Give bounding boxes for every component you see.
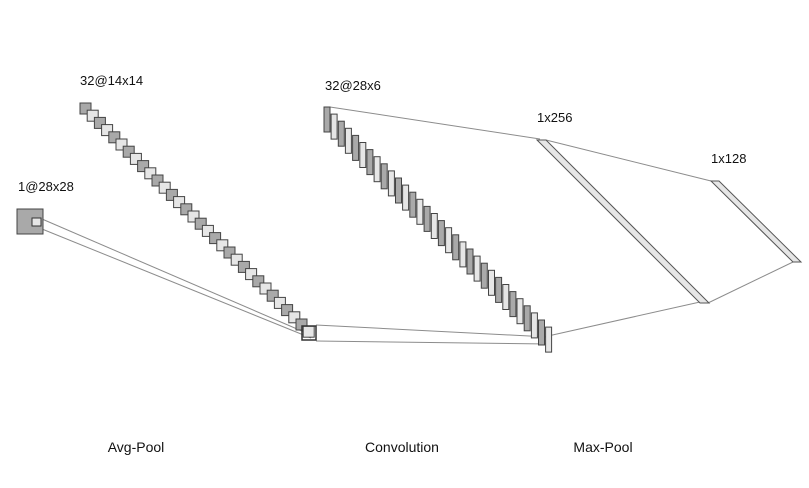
conv-feature-map <box>352 134 360 161</box>
pool-kernel-window <box>301 325 317 341</box>
pool-feature-map <box>266 289 279 302</box>
dense-256-layer <box>535 139 711 304</box>
connector-line <box>41 228 312 339</box>
connector-line <box>707 261 794 304</box>
pool-feature-map <box>288 311 301 324</box>
conv-layer-label: 32@28x6 <box>325 78 381 93</box>
conv-feature-map <box>530 312 538 339</box>
conv-feature-map <box>337 120 345 147</box>
input-receptive-field <box>31 217 42 227</box>
pool-feature-map <box>108 131 121 144</box>
conv-feature-map <box>516 298 524 325</box>
pool-feature-map <box>173 196 186 209</box>
connector-line <box>545 139 712 182</box>
pool-feature-map <box>230 253 243 266</box>
conv-feature-map <box>445 227 453 254</box>
pool-feature-map <box>129 152 142 165</box>
connector-line <box>41 218 312 336</box>
pool-feature-map <box>201 224 214 237</box>
connector-line <box>547 301 701 337</box>
pool-feature-map <box>281 304 294 317</box>
conv-feature-map <box>452 234 460 261</box>
conv-feature-map <box>366 149 374 176</box>
conv-feature-map <box>502 284 510 310</box>
conv-feature-map <box>423 205 431 232</box>
pool-feature-map <box>245 268 258 281</box>
pool-feature-map <box>101 124 114 137</box>
pool-feature-map <box>86 109 99 122</box>
connector-line <box>329 106 541 140</box>
avg-pool-operation-label: Avg-Pool <box>107 439 165 455</box>
conv-feature-map <box>387 170 395 197</box>
conv-feature-map <box>488 269 495 296</box>
conv-feature-map <box>459 241 467 268</box>
max-pool-operation-label: Max-Pool <box>573 439 633 455</box>
conv-feature-map <box>480 262 488 289</box>
conv-feature-map <box>373 156 381 183</box>
layer-stacks <box>16 102 803 353</box>
conv-feature-map <box>330 113 338 140</box>
conv-feature-map <box>416 198 424 225</box>
connector-line <box>315 324 549 338</box>
conv-feature-map <box>323 106 331 133</box>
conv-feature-map <box>359 142 367 168</box>
conv-feature-map <box>395 177 402 204</box>
conv-feature-map <box>402 184 410 211</box>
pool-feature-map <box>122 145 135 158</box>
conv-feature-map <box>523 305 531 332</box>
pool-feature-map <box>209 232 222 245</box>
conv-feature-map <box>409 191 417 218</box>
pool-feature-map <box>259 282 272 295</box>
pool-feature-map <box>273 296 286 309</box>
pool-feature-map <box>137 160 150 173</box>
conv-feature-map <box>466 248 474 275</box>
conv-feature-map <box>437 220 445 247</box>
conv-feature-map <box>430 213 438 239</box>
pool-feature-map <box>79 102 92 115</box>
connector-lines <box>41 106 794 345</box>
pool-feature-map <box>302 325 315 338</box>
pool-feature-map <box>237 260 250 273</box>
conv-feature-map <box>473 255 481 282</box>
pool-feature-map <box>144 167 157 180</box>
pool-feature-map <box>151 174 164 187</box>
pool-feature-map <box>165 188 178 201</box>
pool-feature-map <box>93 116 106 129</box>
dense-128-label: 1x128 <box>711 151 747 166</box>
conv-feature-map <box>344 127 352 154</box>
conv-feature-map <box>380 163 388 190</box>
pool-feature-map <box>187 210 200 223</box>
pool-feature-map <box>115 138 128 151</box>
conv-feature-map <box>545 326 553 353</box>
pool-feature-map <box>158 181 171 194</box>
pool-feature-map <box>194 217 207 230</box>
pool-feature-map <box>216 239 229 252</box>
dense-256-label: 1x256 <box>537 110 573 125</box>
pool-feature-map <box>252 275 265 288</box>
pool-feature-map <box>223 246 236 259</box>
pool-feature-map <box>180 203 193 216</box>
connector-line <box>315 340 549 345</box>
conv-feature-map <box>538 319 545 346</box>
conv-feature-map <box>509 291 517 318</box>
convolution-operation-label: Convolution <box>365 439 439 455</box>
pool-layer-label: 32@14x14 <box>80 73 144 88</box>
conv-feature-map <box>495 276 503 303</box>
input-layer-label: 1@28x28 <box>18 179 74 194</box>
dense-128-layer <box>709 180 803 263</box>
